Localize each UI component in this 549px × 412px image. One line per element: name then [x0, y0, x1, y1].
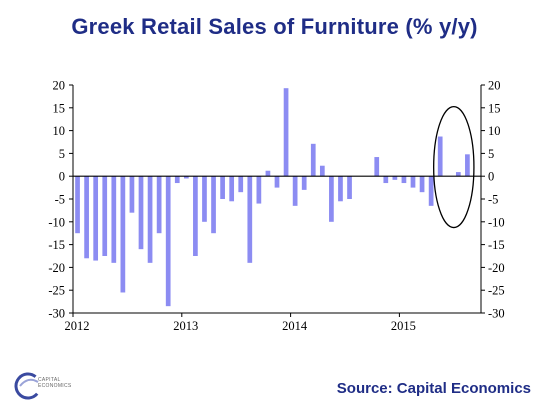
- bar: [129, 176, 135, 213]
- bar: [301, 176, 307, 190]
- bar: [329, 176, 334, 222]
- y-tick-label-left: 5: [59, 147, 65, 161]
- bar: [229, 176, 235, 202]
- x-tick-label: 2013: [173, 319, 198, 333]
- bar: [374, 157, 380, 177]
- bar: [238, 176, 244, 193]
- bar: [265, 170, 271, 177]
- y-tick-label-left: -10: [48, 215, 65, 229]
- capital-economics-logo: CAPITAL ECONOMICS: [12, 368, 72, 404]
- y-tick-label-right: 5: [488, 147, 494, 161]
- y-tick-label-right: 15: [488, 101, 501, 115]
- y-tick-label-right: -20: [488, 261, 505, 275]
- bar: [338, 176, 343, 202]
- bar: [165, 176, 171, 307]
- bar: [120, 176, 126, 293]
- y-tick-label-right: -25: [488, 284, 505, 298]
- bar: [319, 165, 325, 177]
- bar: [193, 176, 198, 256]
- bar: [138, 176, 144, 250]
- bar: [401, 176, 407, 184]
- y-tick-label-right: -10: [488, 215, 505, 229]
- y-tick-label-right: -30: [488, 307, 505, 321]
- y-tick-label-left: 15: [53, 101, 66, 115]
- bar: [202, 176, 207, 222]
- bar: [147, 176, 153, 263]
- bar: [111, 176, 117, 263]
- bar: [465, 154, 470, 177]
- logo-text: CAPITAL ECONOMICS: [38, 377, 72, 389]
- x-tick-label: 2015: [391, 319, 416, 333]
- bar: [455, 172, 461, 177]
- bar: [292, 176, 298, 206]
- y-tick-label-left: -15: [48, 238, 65, 252]
- source-note: Source: Capital Economics: [336, 380, 531, 397]
- bar: [274, 176, 280, 188]
- y-tick-label-right: -15: [488, 238, 505, 252]
- bar: [283, 88, 289, 177]
- y-tick-label-left: 10: [53, 124, 66, 138]
- y-tick-label-left: 20: [53, 79, 66, 93]
- bar: [247, 176, 253, 263]
- bar: [383, 176, 389, 184]
- y-tick-label-right: 10: [488, 124, 501, 138]
- bar: [102, 176, 108, 256]
- bar: [347, 176, 352, 199]
- y-tick-label-left: -5: [55, 193, 65, 207]
- y-tick-label-right: 20: [488, 79, 501, 93]
- x-tick-label: 2014: [282, 319, 308, 333]
- bar: [174, 176, 180, 184]
- y-tick-label-left: 0: [59, 170, 65, 184]
- bar: [84, 176, 89, 259]
- bar: [437, 136, 443, 177]
- bar: [156, 176, 162, 234]
- bar: [75, 176, 80, 234]
- chart-title: Greek Retail Sales of Furniture (% y/y): [71, 14, 478, 39]
- y-tick-label-left: -20: [48, 261, 65, 275]
- logo-mark: [14, 372, 42, 400]
- x-tick-label: 2012: [65, 319, 90, 333]
- bar: [183, 176, 189, 179]
- highlight-circle: [433, 105, 475, 229]
- bar: [211, 176, 216, 234]
- y-tick-label-left: -30: [48, 307, 65, 321]
- bar: [220, 176, 225, 199]
- bar-series: [75, 88, 470, 307]
- y-tick-label-left: -25: [48, 284, 65, 298]
- bar: [428, 176, 434, 206]
- y-tick-label-right: 0: [488, 170, 494, 184]
- bar: [392, 176, 398, 180]
- bar: [310, 143, 316, 177]
- bar: [93, 176, 99, 261]
- axes: [69, 84, 485, 317]
- y-tick-label-right: -5: [488, 193, 498, 207]
- bar: [410, 176, 416, 188]
- bar: [256, 176, 262, 204]
- bar: [419, 176, 425, 193]
